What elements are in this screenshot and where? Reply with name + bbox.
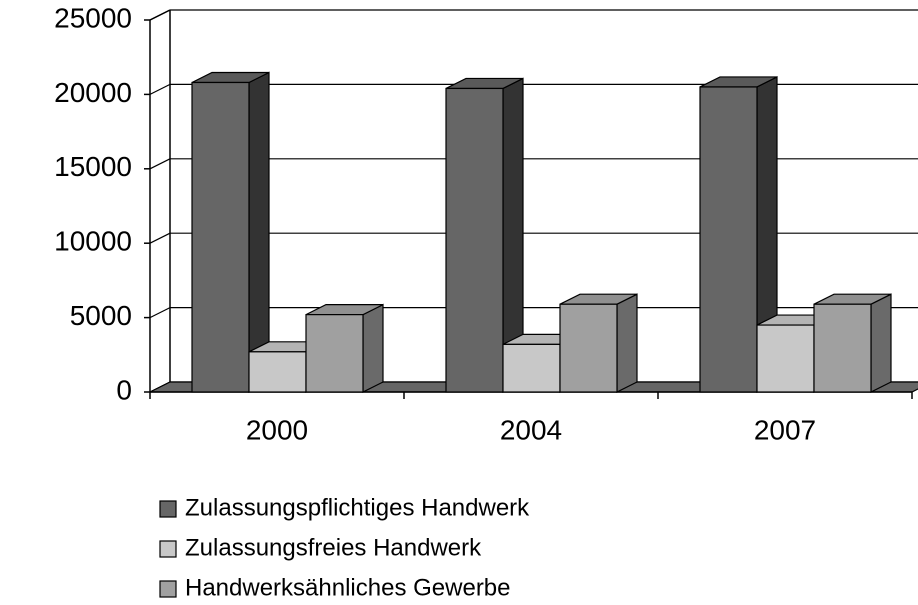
bar — [699, 75, 778, 393]
bar — [191, 71, 270, 393]
y-tick-label: 10000 — [54, 226, 132, 257]
legend-label: Zulassungspflichtiges Handwerk — [185, 494, 530, 521]
bar-side — [870, 293, 892, 393]
x-tick-label: 2000 — [246, 414, 308, 445]
bar — [813, 293, 892, 393]
grid-depth — [149, 232, 171, 244]
grid-depth — [149, 158, 171, 170]
legend-swatch — [159, 500, 177, 518]
bar-side — [616, 293, 638, 393]
y-tick-label: 20000 — [54, 77, 132, 108]
y-tick-label: 15000 — [54, 151, 132, 182]
bar — [445, 77, 524, 393]
legend-swatch — [159, 540, 177, 558]
bar-front — [699, 86, 758, 393]
grid-depth — [149, 307, 171, 319]
grid-depth — [149, 83, 171, 95]
bar-front — [305, 314, 364, 393]
legend-swatch — [159, 580, 177, 598]
bar — [559, 293, 638, 393]
bar-front — [813, 303, 872, 393]
x-tick-label: 2004 — [500, 414, 562, 445]
y-tick-label: 5000 — [70, 300, 132, 331]
x-tick-label: 2007 — [754, 414, 816, 445]
bar — [305, 303, 384, 393]
bar-front — [445, 87, 504, 393]
grid-depth — [149, 9, 171, 21]
bar-front — [756, 324, 815, 393]
legend-label: Handwerksähnliches Gewerbe — [185, 574, 511, 601]
bar-front — [559, 303, 618, 393]
bar-side — [362, 303, 384, 393]
bar-front — [191, 81, 250, 393]
legend-label: Zulassungsfreies Handwerk — [185, 534, 482, 561]
y-tick-label: 25000 — [54, 2, 132, 33]
y-tick-label: 0 — [116, 374, 132, 405]
bar-front — [502, 343, 561, 393]
bar-front — [248, 351, 307, 393]
